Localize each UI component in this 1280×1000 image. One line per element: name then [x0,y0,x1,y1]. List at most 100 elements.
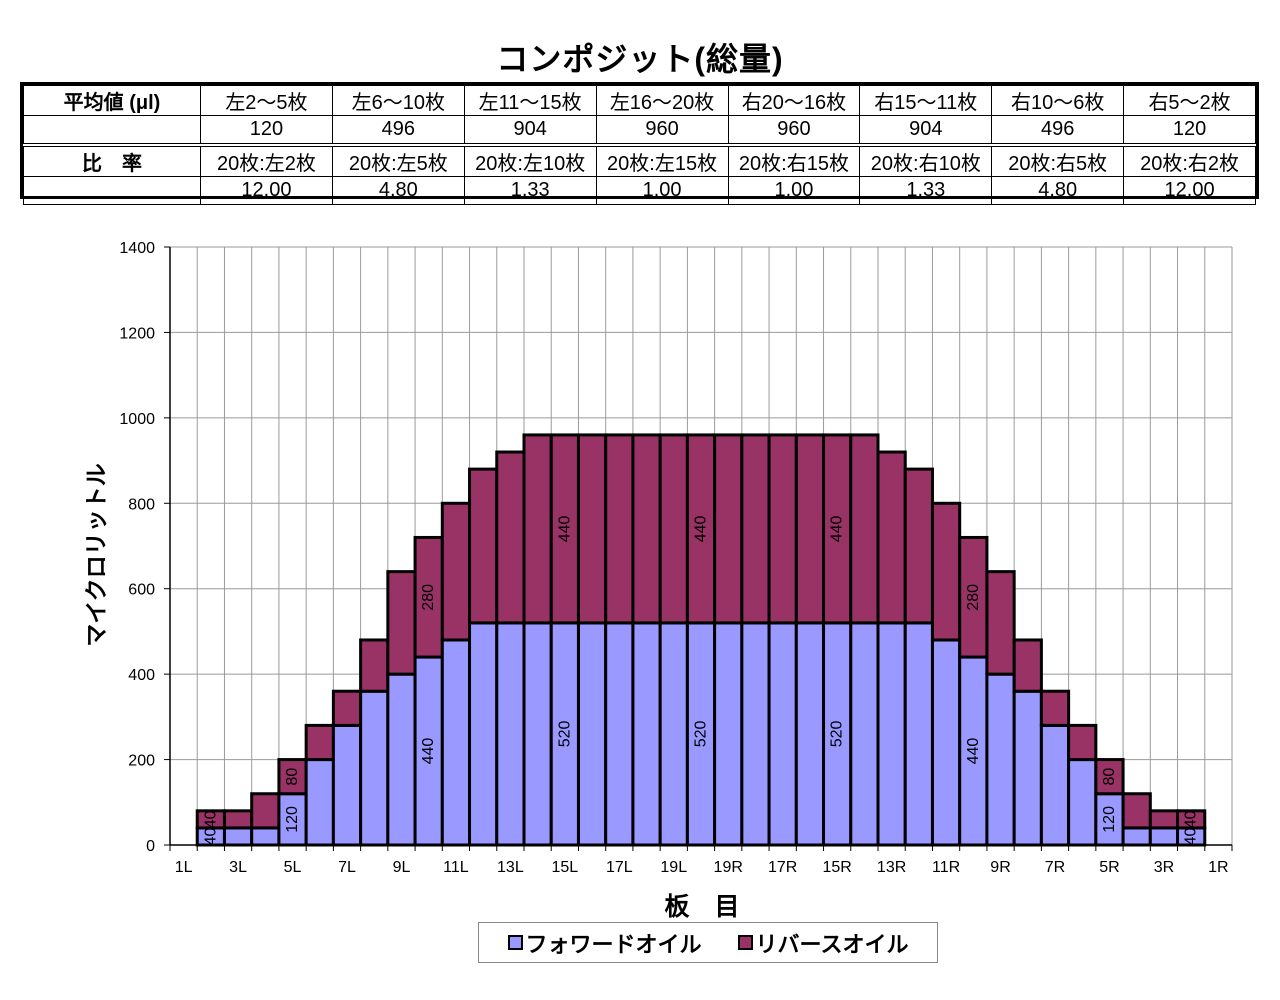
bar-reverse-oil [685,433,717,625]
x-tick-label: 17L [606,859,633,876]
table-cell: 496 [331,115,465,146]
bar-forward-oil [794,621,826,847]
table-cell: 1.00 [727,176,861,205]
legend-label-reverse: リバースオイル [755,931,909,957]
bar-reverse-oil [930,501,962,642]
bar-forward-oil [576,621,608,847]
data-label: 440 [420,738,437,765]
bar-reverse-oil [413,535,444,659]
bar-reverse-oil [794,433,826,625]
bar-reverse-oil [604,433,635,625]
chart-title: コンポジット(総量) [496,41,784,77]
y-tick-label: 1400 [119,240,155,257]
legend-swatch-forward [507,935,523,950]
data-label: 440 [965,738,982,765]
bar-reverse-oil [440,501,472,642]
table-cell: 1.33 [463,176,597,205]
y-tick-label: 800 [128,496,155,513]
bar-forward-oil [250,826,281,847]
bar-forward-oil [767,621,798,847]
data-label: 80 [284,768,301,786]
y-tick-label: 1200 [119,325,155,342]
legend-swatch-reverse [737,935,753,950]
x-tick-label: 9L [393,859,411,876]
table-cell: 20枚:右15枚 [727,143,861,177]
bar-forward-oil [440,638,472,847]
x-tick-label: 1L [175,859,193,876]
bar-reverse-oil [495,450,526,625]
table-cell: 20枚:左15枚 [595,143,729,177]
x-tick-label: 3L [229,859,247,876]
x-tick-label: 13R [877,859,906,876]
bar-forward-oil [822,621,853,847]
y-tick-label: 600 [128,582,155,599]
bar-forward-oil [1121,826,1152,847]
legend-item-reverse: リバースオイル [737,927,909,959]
bar-forward-oil [304,758,335,847]
bar-reverse-oil [849,433,880,625]
bar-forward-oil [930,638,962,847]
bar-reverse-oil [304,723,335,762]
bar-reverse-oil [740,433,771,625]
x-tick-label: 7R [1045,859,1065,876]
table-cell: 右15～11枚 [859,85,993,116]
bar-forward-oil [604,621,635,847]
table-cell: 496 [991,115,1125,146]
bar-forward-oil [740,621,771,847]
y-tick-label: 400 [128,667,155,684]
data-label: 520 [556,720,573,747]
table-cell: 右20～16枚 [727,85,861,116]
data-label: 520 [829,720,846,747]
bar-reverse-oil [1094,758,1125,796]
bar-reverse-oil [822,433,853,625]
table-cell: 左16～20枚 [595,85,729,116]
data-label: 80 [1101,768,1118,786]
bar-reverse-oil [767,433,798,625]
row-header [23,176,201,205]
legend: フォワードオイル リバースオイル [478,922,938,963]
table-cell: 12.00 [200,176,333,205]
data-label: 40 [202,827,219,845]
legend-label-forward: フォワードオイル [525,931,702,957]
table-cell: 120 [1123,115,1256,146]
bar-forward-oil [849,621,880,847]
bar-forward-oil [1039,723,1071,847]
table-cell: 20枚:左10枚 [463,143,597,177]
bar-forward-oil [985,672,1016,847]
bar-reverse-oil [277,758,308,796]
bar-forward-oil [631,621,662,847]
legend-item-forward: フォワードオイル [507,927,702,959]
header-row-avg: 平均値 (μl) 左2～5枚 左6～10枚 左11～15枚 左16～20枚 右20～16枚… [23,85,1256,116]
x-tick-label: 9R [990,859,1010,876]
bar-reverse-oil [576,433,608,625]
bar-reverse-oil [331,689,363,727]
table-cell: 120 [200,115,333,146]
bar-forward-oil [1067,758,1098,847]
data-label: 40 [1183,827,1200,845]
bar-forward-oil [522,621,553,847]
row-header: 比 率 [23,143,201,177]
x-tick-label: 1R [1208,859,1228,876]
bar-reverse-oil [386,570,417,676]
bar-reverse-oil [958,535,989,659]
data-label: 440 [829,515,846,542]
x-tick-label: 15L [551,859,578,876]
bar-reverse-oil [468,467,499,625]
value-row-ratio: 12.00 4.80 1.33 1.00 1.00 1.33 4.80 12.00 [23,176,1256,205]
bar-forward-oil [359,689,390,847]
bar-forward-oil [658,621,689,847]
bar-forward-oil [468,621,499,847]
x-tick-label: 15R [822,859,851,876]
row-header: 平均値 (μl) [23,85,201,116]
bar-reverse-oil [903,467,934,625]
bar-reverse-oil [1176,809,1207,830]
table-cell: 20枚:左2枚 [200,143,333,177]
x-tick-label: 11L [443,859,469,876]
table-cell: 左6～10枚 [331,85,465,116]
table-cell: 右5～2枚 [1123,85,1256,116]
bar-reverse-oil [1039,689,1071,727]
bar-forward-oil [903,621,934,847]
value-row-avg: 120 496 904 960 960 904 496 120 [23,115,1256,146]
data-label: 280 [965,584,982,611]
